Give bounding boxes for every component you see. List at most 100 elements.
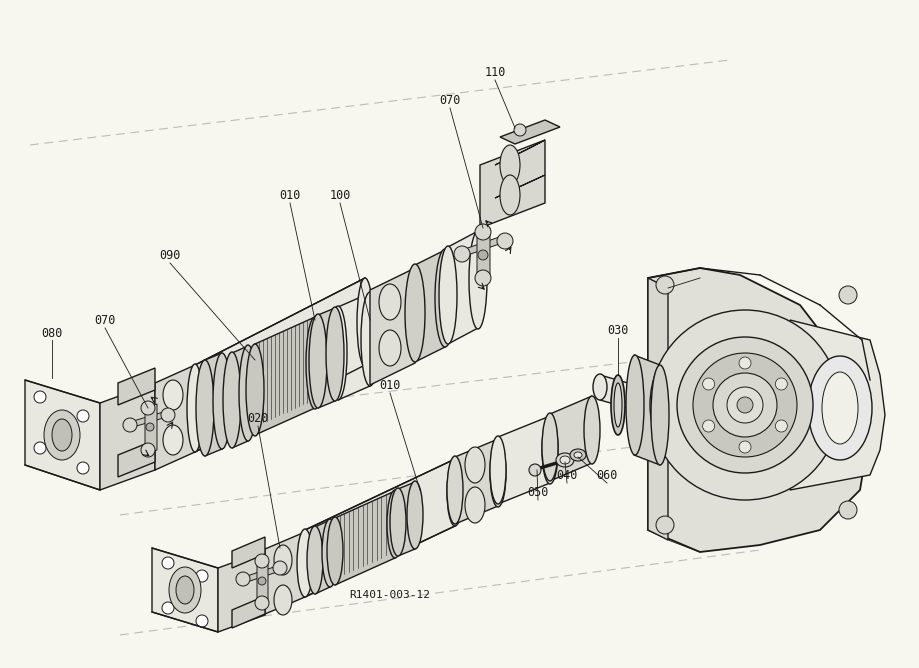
Text: 050: 050 [528, 486, 549, 498]
Ellipse shape [309, 314, 327, 408]
Circle shape [656, 276, 674, 294]
Circle shape [123, 418, 137, 432]
Ellipse shape [822, 372, 858, 444]
Ellipse shape [611, 375, 625, 435]
Polygon shape [100, 383, 155, 490]
Ellipse shape [626, 355, 644, 455]
Circle shape [161, 408, 175, 422]
Polygon shape [195, 278, 365, 452]
Circle shape [677, 337, 813, 473]
Circle shape [162, 557, 174, 569]
Ellipse shape [407, 481, 423, 549]
Text: 100: 100 [329, 188, 351, 202]
Ellipse shape [570, 449, 586, 461]
Polygon shape [600, 375, 635, 410]
Ellipse shape [246, 344, 264, 436]
Circle shape [162, 602, 174, 614]
Text: 080: 080 [41, 327, 62, 339]
Circle shape [703, 378, 715, 390]
Polygon shape [480, 140, 545, 228]
Circle shape [703, 420, 715, 432]
Polygon shape [152, 548, 218, 632]
Ellipse shape [327, 517, 343, 585]
Ellipse shape [447, 456, 463, 524]
Polygon shape [25, 380, 100, 490]
Circle shape [737, 397, 753, 413]
Circle shape [141, 443, 155, 457]
Ellipse shape [196, 360, 214, 456]
Circle shape [146, 423, 154, 431]
Text: 110: 110 [484, 65, 505, 79]
Ellipse shape [560, 456, 570, 464]
Circle shape [258, 577, 266, 585]
Circle shape [839, 501, 857, 519]
Polygon shape [338, 293, 370, 400]
Polygon shape [398, 482, 415, 556]
Ellipse shape [556, 453, 574, 467]
Ellipse shape [808, 356, 872, 460]
Ellipse shape [357, 278, 373, 366]
Circle shape [77, 410, 89, 422]
Polygon shape [648, 268, 870, 552]
Ellipse shape [465, 487, 485, 523]
Polygon shape [335, 491, 395, 585]
Ellipse shape [390, 488, 406, 556]
Circle shape [196, 615, 208, 627]
Ellipse shape [361, 292, 379, 386]
Text: 040: 040 [556, 468, 578, 482]
Circle shape [34, 442, 46, 454]
Ellipse shape [187, 364, 203, 452]
Polygon shape [232, 346, 248, 448]
Ellipse shape [379, 284, 401, 320]
Text: 060: 060 [596, 468, 618, 482]
Polygon shape [315, 520, 330, 594]
Polygon shape [448, 231, 478, 344]
Ellipse shape [297, 529, 313, 597]
Circle shape [77, 462, 89, 474]
Polygon shape [634, 355, 660, 465]
Polygon shape [495, 175, 545, 198]
Ellipse shape [239, 345, 257, 441]
Ellipse shape [387, 490, 403, 558]
Ellipse shape [584, 396, 600, 464]
Circle shape [650, 310, 840, 500]
Circle shape [236, 572, 250, 586]
Circle shape [34, 391, 46, 403]
Circle shape [656, 516, 674, 534]
Polygon shape [118, 368, 155, 405]
Polygon shape [244, 565, 280, 583]
Ellipse shape [500, 145, 520, 185]
Polygon shape [145, 404, 157, 454]
Circle shape [475, 224, 491, 240]
Polygon shape [118, 440, 155, 477]
Polygon shape [130, 410, 170, 428]
Ellipse shape [306, 317, 324, 409]
Polygon shape [232, 596, 265, 628]
Text: 030: 030 [607, 323, 629, 337]
Ellipse shape [465, 447, 485, 483]
Ellipse shape [169, 567, 201, 613]
Ellipse shape [614, 383, 622, 427]
Circle shape [141, 401, 155, 415]
Ellipse shape [490, 439, 506, 507]
Polygon shape [790, 320, 885, 490]
Ellipse shape [490, 436, 506, 504]
Ellipse shape [435, 249, 455, 347]
Polygon shape [218, 551, 265, 632]
Polygon shape [415, 250, 445, 362]
Ellipse shape [405, 264, 425, 362]
Polygon shape [500, 120, 560, 144]
Ellipse shape [329, 306, 347, 400]
Ellipse shape [52, 419, 72, 451]
Circle shape [727, 387, 763, 423]
Ellipse shape [322, 519, 338, 587]
Polygon shape [648, 278, 668, 540]
Polygon shape [318, 308, 335, 408]
Polygon shape [498, 416, 550, 504]
Polygon shape [305, 459, 455, 597]
Ellipse shape [326, 307, 344, 401]
Ellipse shape [176, 576, 194, 604]
Polygon shape [550, 396, 592, 481]
Ellipse shape [574, 452, 582, 458]
Circle shape [255, 596, 269, 610]
